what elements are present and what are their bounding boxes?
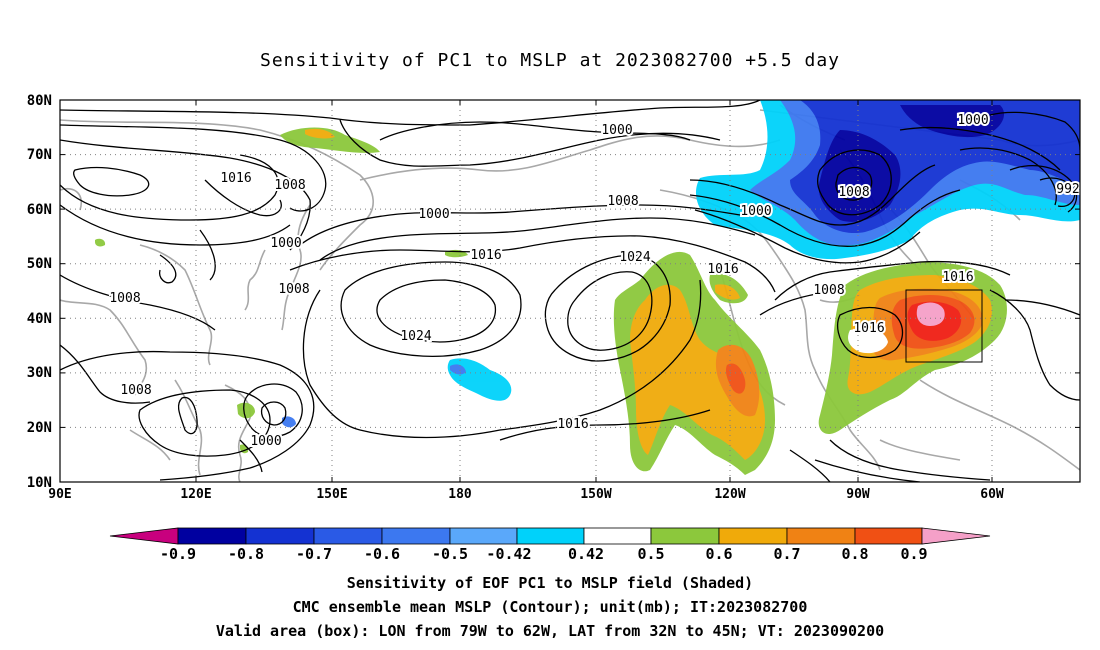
colorbar-label: 0.6 (705, 545, 732, 563)
lat-label: 80N (27, 93, 52, 109)
isobar-label: 1008 (813, 283, 844, 298)
footer-line-1: Sensitivity of EOF PC1 to MSLP field (Sh… (346, 574, 754, 592)
map-title: Sensitivity of PC1 to MSLP at 2023082700… (259, 50, 840, 71)
colorbar-labels: -0.9 -0.8 -0.7 -0.6 -0.5 -0.42 0.42 0.5 … (160, 545, 928, 563)
colorbar-bin (245, 527, 315, 545)
colorbar-bin (786, 527, 856, 545)
colorbar-label: -0.9 (160, 545, 196, 563)
lat-label: 20N (27, 420, 52, 436)
footer-line-2: CMC ensemble mean MSLP (Contour); unit(m… (292, 598, 808, 616)
colorbar (109, 527, 991, 545)
colorbar-bin (650, 527, 720, 545)
lat-label: 10N (27, 475, 52, 491)
isobar-label: 1008 (274, 178, 305, 193)
lon-label: 60W (980, 487, 1004, 502)
footer-line-3: Valid area (box): LON from 79W to 62W, L… (215, 622, 885, 640)
longitude-labels: 90E 120E 150E 180 150W 120W 90W 60W (48, 487, 1004, 502)
isobar-label: 1000 (740, 204, 771, 219)
colorbar-label: 0.9 (900, 545, 927, 563)
colorbar-min-arrow (109, 527, 179, 545)
lon-label: 150E (316, 487, 347, 502)
isobar-label: 992 (1056, 182, 1079, 197)
axis-ticks (60, 99, 1080, 483)
colorbar-label: -0.42 (486, 545, 531, 563)
isobar-label: 1000 (957, 113, 988, 128)
positive-sensitivity-shading (95, 127, 1007, 475)
isobar-label: 1008 (120, 383, 151, 398)
colorbar-label: 0.42 (568, 545, 604, 563)
colorbar-bin (718, 527, 788, 545)
colorbar-bin (449, 527, 518, 545)
isobar-label: 1024 (400, 329, 431, 344)
isobar-label: 1000 (418, 207, 449, 222)
lon-label: 90W (846, 487, 870, 502)
colorbar-max-arrow (921, 527, 991, 545)
lat-label: 60N (27, 202, 52, 218)
colorbar-label: -0.7 (296, 545, 332, 563)
isobar-label: 1008 (278, 282, 309, 297)
colorbar-label: 0.7 (773, 545, 800, 563)
colorbar-bin (381, 527, 451, 545)
lon-label: 120W (714, 487, 745, 502)
isobar-label: 1016 (220, 171, 251, 186)
lon-label: 120E (180, 487, 211, 502)
isobar-label: 1008 (109, 291, 140, 306)
isobar-label: 1016 (853, 321, 884, 336)
isobar-label: 1000 (250, 434, 281, 449)
lon-label: 90E (48, 487, 71, 502)
isobar-label: 1000 (601, 123, 632, 138)
colorbar-bin (313, 527, 383, 545)
isobar-label: 1016 (470, 248, 501, 263)
plot-frame (59, 99, 1081, 483)
colorbar-label: -0.6 (364, 545, 400, 563)
isobar-label: 1016 (942, 270, 973, 285)
lat-label: 40N (27, 311, 52, 327)
colorbar-bin (854, 527, 923, 545)
isobar-label: 1024 (619, 250, 650, 265)
contour-labels: 1000 1000 1000 1000 1000 1000 1016 1016 … (107, 111, 1081, 451)
isobar-label: 1008 (838, 185, 869, 200)
lat-lon-grid (60, 100, 1080, 482)
colorbar-bin (583, 527, 652, 545)
isobar-label: 1016 (557, 417, 588, 432)
lat-label: 30N (27, 365, 52, 381)
colorbar-label: 0.8 (841, 545, 868, 563)
isobar-contours (60, 100, 1080, 482)
lat-label: 70N (27, 147, 52, 163)
colorbar-bin (516, 527, 585, 545)
lon-label: 150W (580, 487, 611, 502)
colorbar-bin (177, 527, 247, 545)
isobar-label: 1016 (707, 262, 738, 277)
isobar-label: 1008 (607, 194, 638, 209)
colorbar-label: -0.8 (228, 545, 264, 563)
isobar-label: 1000 (270, 236, 301, 251)
latitude-labels: 80N 70N 60N 50N 40N 30N 20N 10N (27, 93, 52, 491)
colorbar-label: -0.5 (432, 545, 468, 563)
lat-label: 50N (27, 256, 52, 272)
colorbar-label: 0.5 (637, 545, 664, 563)
valid-area-box (905, 289, 983, 363)
lon-label: 180 (448, 487, 472, 502)
